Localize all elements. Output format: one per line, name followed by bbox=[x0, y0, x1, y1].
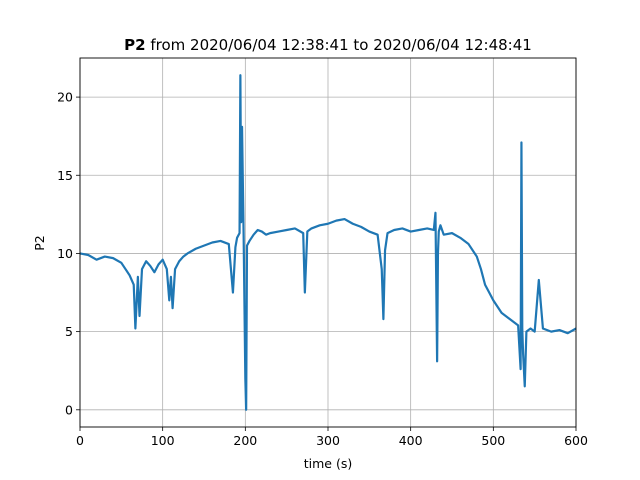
series-line bbox=[79, 74, 577, 411]
chart-title: P2 from 2020/06/04 12:38:41 to 2020/06/0… bbox=[124, 36, 532, 54]
y-tick-label: 15 bbox=[57, 168, 73, 183]
y-axis-label: P2 bbox=[32, 235, 47, 251]
x-tick-label: 500 bbox=[481, 433, 505, 448]
x-tick-label: 0 bbox=[76, 433, 84, 448]
x-tick-label: 100 bbox=[151, 433, 175, 448]
series-layer bbox=[79, 74, 577, 411]
x-axis: 0 100 200 300 400 500 600 bbox=[76, 427, 588, 448]
y-tick-label: 0 bbox=[65, 402, 73, 417]
x-tick-label: 200 bbox=[233, 433, 257, 448]
y-tick-label: 10 bbox=[57, 246, 73, 261]
grid-lines bbox=[79, 58, 577, 427]
x-tick-label: 300 bbox=[316, 433, 340, 448]
x-axis-label: time (s) bbox=[304, 456, 352, 471]
chart-title-rest: from 2020/06/04 12:38:41 to 2020/06/04 1… bbox=[146, 36, 532, 54]
y-tick-label: 5 bbox=[65, 324, 73, 339]
x-tick-label: 600 bbox=[564, 433, 588, 448]
chart-title-bold: P2 bbox=[124, 36, 145, 54]
y-tick-label: 20 bbox=[57, 90, 73, 105]
y-axis: 0 5 10 15 20 bbox=[57, 90, 80, 417]
x-tick-label: 400 bbox=[399, 433, 423, 448]
